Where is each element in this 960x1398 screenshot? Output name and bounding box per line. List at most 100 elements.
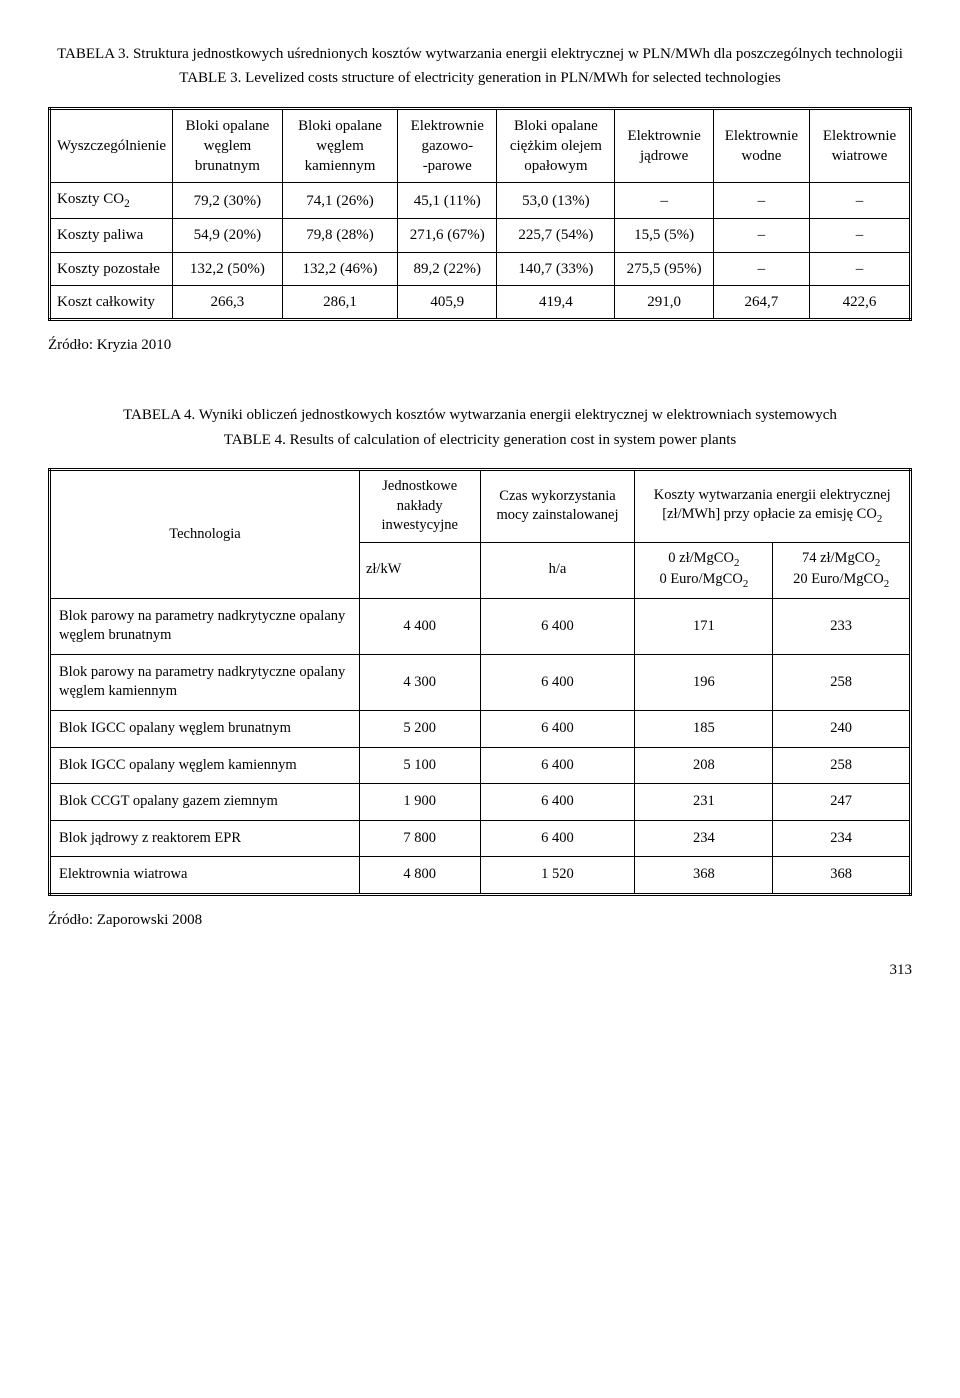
cell: 196: [635, 654, 773, 710]
table3-caption-en-text: Levelized costs structure of electricity…: [241, 70, 780, 86]
table4-caption-pl-text: Wyniki obliczeń jednostkowych kosztów wy…: [195, 407, 837, 423]
cell: Blok CCGT opalany gazem ziemnym: [50, 784, 360, 821]
cell: 132,2 (46%): [282, 252, 398, 285]
cell: Blok parowy na parametry nadkrytyczne op…: [50, 654, 360, 710]
cell: 264,7: [713, 285, 809, 319]
cell: 89,2 (22%): [398, 252, 497, 285]
cell: 240: [773, 711, 911, 748]
cell: 233: [773, 598, 911, 654]
table3-h1: Bloki opalane węglem brunatnym: [173, 108, 283, 183]
table3-r2-label: Koszty pozostałe: [50, 252, 173, 285]
table-row: Elektrownia wiatrowa 4 800 1 520 368 368: [50, 857, 911, 895]
cell: –: [810, 252, 911, 285]
table-row: Koszty pozostałe 132,2 (50%) 132,2 (46%)…: [50, 252, 911, 285]
table3-caption-pl: TABELA 3. Struktura jednostkowych uśredn…: [48, 44, 912, 64]
cell: 140,7 (33%): [497, 252, 615, 285]
cell: 54,9 (20%): [173, 219, 283, 252]
cell: 7 800: [359, 820, 480, 857]
cell: 5 100: [359, 747, 480, 784]
page-number: 313: [48, 960, 912, 980]
table3-h7: Elektrownie wiatrowe: [810, 108, 911, 183]
table4-caption-pl-label: TABELA 4.: [123, 407, 195, 423]
table-row: Koszt całkowity 266,3 286,1 405,9 419,4 …: [50, 285, 911, 319]
cell: 266,3: [173, 285, 283, 319]
table4-source: Źródło: Zaporowski 2008: [48, 910, 912, 930]
table3-caption-pl-label: TABELA 3.: [57, 46, 129, 62]
table4-body: Blok parowy na parametry nadkrytyczne op…: [50, 598, 911, 894]
table-row: Blok jądrowy z reaktorem EPR 7 800 6 400…: [50, 820, 911, 857]
table-row: Blok IGCC opalany węglem kamiennym 5 100…: [50, 747, 911, 784]
table-row: Blok parowy na parametry nadkrytyczne op…: [50, 598, 911, 654]
table4-header-row1: Technologia Jednostkowe nakłady inwestyc…: [50, 469, 911, 542]
table3-h3: Elektrownie gazowo- -parowe: [398, 108, 497, 183]
table4-h-invest: Jednostkowe nakłady inwestycyjne: [359, 469, 480, 542]
table3-caption-pl-text: Struktura jednostkowych uśrednionych kos…: [129, 46, 903, 62]
cell: 6 400: [480, 747, 635, 784]
cell: 271,6 (67%): [398, 219, 497, 252]
cell: 79,8 (28%): [282, 219, 398, 252]
cell: 275,5 (95%): [615, 252, 713, 285]
table4-h-tech: Technologia: [50, 469, 360, 598]
table4-h-unit-time: h/a: [480, 542, 635, 598]
cell: –: [713, 183, 809, 219]
cell: Elektrownia wiatrowa: [50, 857, 360, 895]
cell: Blok IGCC opalany węglem kamiennym: [50, 747, 360, 784]
cell: 225,7 (54%): [497, 219, 615, 252]
cell: 5 200: [359, 711, 480, 748]
cell: 6 400: [480, 598, 635, 654]
table3: Wyszczególnienie Bloki opalane węglem br…: [48, 107, 912, 322]
table3-h5: Elektrownie jądrowe: [615, 108, 713, 183]
cell: 4 400: [359, 598, 480, 654]
cell: –: [810, 219, 911, 252]
cell: 79,2 (30%): [173, 183, 283, 219]
table4-caption-en-text: Results of calculation of electricity ge…: [286, 432, 736, 448]
table3-h0: Wyszczególnienie: [50, 108, 173, 183]
cell: 6 400: [480, 820, 635, 857]
table4-caption-en: TABLE 4. Results of calculation of elect…: [48, 430, 912, 450]
table-row: Blok CCGT opalany gazem ziemnym 1 900 6 …: [50, 784, 911, 821]
cell: 291,0: [615, 285, 713, 319]
cell: 4 300: [359, 654, 480, 710]
table3-captions: TABELA 3. Struktura jednostkowych uśredn…: [48, 44, 912, 89]
table-row: Blok parowy na parametry nadkrytyczne op…: [50, 654, 911, 710]
cell: 4 800: [359, 857, 480, 895]
cell: –: [615, 183, 713, 219]
cell: 368: [773, 857, 911, 895]
cell: 368: [635, 857, 773, 895]
cell: 234: [773, 820, 911, 857]
cell: 15,5 (5%): [615, 219, 713, 252]
cell: 231: [635, 784, 773, 821]
table4-h-fee74: 74 zł/MgCO2 20 Euro/MgCO2: [773, 542, 911, 598]
table3-header-row: Wyszczególnienie Bloki opalane węglem br…: [50, 108, 911, 183]
table3-source: Źródło: Kryzia 2010: [48, 335, 912, 355]
cell: 6 400: [480, 711, 635, 748]
table4: Technologia Jednostkowe nakłady inwestyc…: [48, 468, 912, 896]
cell: 208: [635, 747, 773, 784]
table3-h2: Bloki opalane węglem kamiennym: [282, 108, 398, 183]
cell: Blok IGCC opalany węglem brunatnym: [50, 711, 360, 748]
table4-caption-en-label: TABLE 4.: [224, 432, 286, 448]
cell: 419,4: [497, 285, 615, 319]
cell: 1 520: [480, 857, 635, 895]
table4-h-unit-invest: zł/kW: [359, 542, 480, 598]
cell: Blok jądrowy z reaktorem EPR: [50, 820, 360, 857]
table4-h-cost: Koszty wytwarzania energii elektrycznej …: [635, 469, 911, 542]
cell: –: [713, 219, 809, 252]
table3-caption-en-label: TABLE 3.: [179, 70, 241, 86]
cell: 258: [773, 747, 911, 784]
cell: 6 400: [480, 784, 635, 821]
table3-h6: Elektrownie wodne: [713, 108, 809, 183]
cell: 74,1 (26%): [282, 183, 398, 219]
cell: Blok parowy na parametry nadkrytyczne op…: [50, 598, 360, 654]
cell: –: [713, 252, 809, 285]
cell: –: [810, 183, 911, 219]
cell: 258: [773, 654, 911, 710]
cell: 286,1: [282, 285, 398, 319]
table3-r1-label: Koszty paliwa: [50, 219, 173, 252]
table3-body: Koszty CO2 79,2 (30%) 74,1 (26%) 45,1 (1…: [50, 183, 911, 320]
table4-captions: TABELA 4. Wyniki obliczeń jednostkowych …: [48, 405, 912, 450]
cell: 45,1 (11%): [398, 183, 497, 219]
cell: 405,9: [398, 285, 497, 319]
cell: 6 400: [480, 654, 635, 710]
table-row: Koszty paliwa 54,9 (20%) 79,8 (28%) 271,…: [50, 219, 911, 252]
